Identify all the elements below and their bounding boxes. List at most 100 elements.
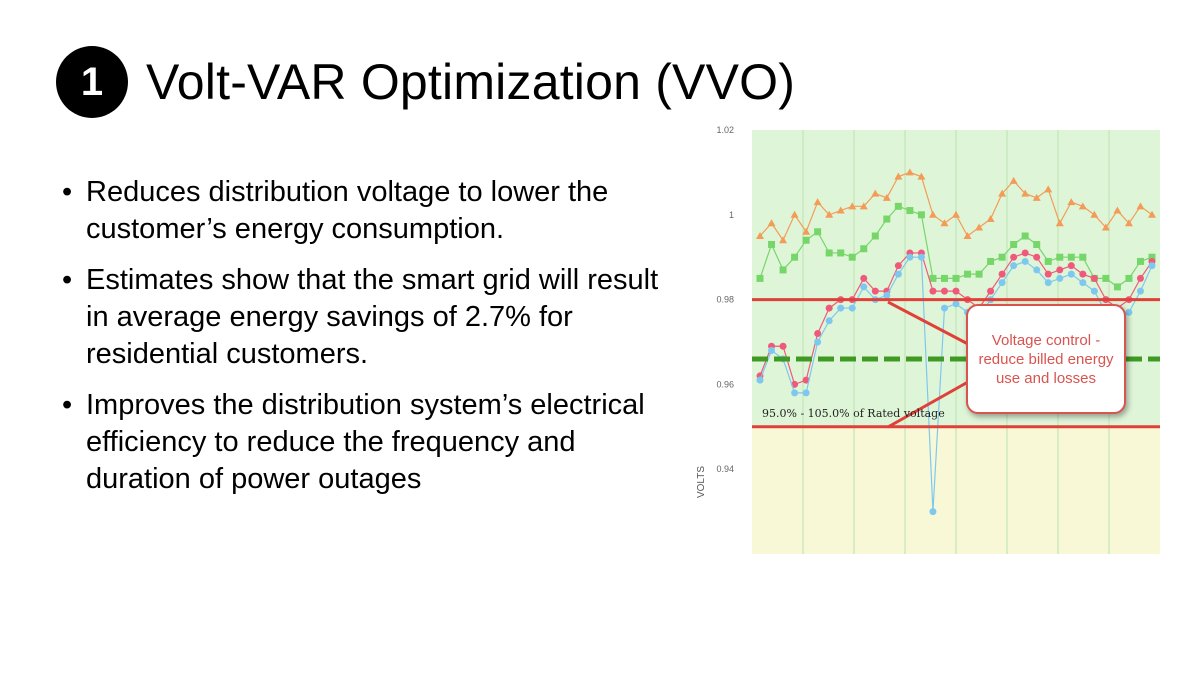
data-point (1125, 274, 1133, 282)
data-point (906, 207, 914, 215)
data-point (987, 257, 995, 265)
data-point (986, 215, 995, 223)
data-point (825, 304, 833, 312)
data-point (825, 317, 833, 325)
data-point (952, 287, 960, 295)
slide-number-badge: 1 (56, 46, 128, 118)
data-point (814, 338, 822, 346)
data-point (871, 189, 880, 197)
data-point (928, 210, 937, 218)
data-point (779, 236, 788, 244)
data-point (814, 228, 822, 236)
title-row: 1 Volt-VAR Optimization (VVO) (56, 46, 795, 118)
data-point (894, 172, 903, 180)
y-tick-label: 0.96 (716, 379, 734, 389)
data-point (975, 223, 984, 231)
bullet-dot: • (62, 264, 73, 296)
data-point (1033, 266, 1041, 274)
data-point (1044, 270, 1052, 278)
data-point (1056, 253, 1064, 261)
data-point (1102, 274, 1110, 282)
data-point (756, 274, 764, 282)
data-point (837, 249, 845, 257)
data-point (779, 266, 787, 274)
data-point (1113, 206, 1122, 214)
data-point (836, 206, 845, 214)
data-point (975, 270, 983, 278)
data-point (998, 253, 1006, 261)
data-point (1032, 193, 1041, 201)
data-point (1079, 253, 1087, 261)
data-point (1033, 253, 1041, 261)
data-point (1078, 202, 1087, 210)
data-point (998, 270, 1006, 278)
callout-box: Voltage control - reduce billed energy u… (966, 304, 1126, 414)
data-point (1010, 262, 1018, 270)
data-point (768, 346, 776, 354)
data-point (1079, 270, 1087, 278)
data-point (767, 219, 776, 227)
data-point (871, 232, 879, 240)
bullet-text: Estimates show that the smart grid will … (86, 264, 659, 370)
data-point (1021, 189, 1030, 197)
data-point (940, 304, 948, 312)
data-point (848, 202, 857, 210)
data-point (1044, 185, 1053, 193)
data-point (883, 291, 891, 299)
data-point (1101, 223, 1110, 231)
bullet-list: • Reduces distribution voltage to lower t… (62, 174, 682, 512)
data-point (894, 262, 902, 270)
data-point (1067, 262, 1075, 270)
data-point (1021, 249, 1029, 257)
data-point (952, 274, 960, 282)
data-point (1148, 210, 1156, 218)
bullet-dot: • (62, 176, 73, 208)
data-point (859, 202, 868, 210)
data-point (1090, 274, 1098, 282)
data-point (813, 198, 822, 206)
data-point (802, 227, 811, 235)
y-axis-label: VOLTS (696, 466, 707, 498)
data-point (1010, 253, 1018, 261)
data-point (1010, 240, 1018, 248)
data-point (779, 342, 787, 350)
bullet-text: Improves the distribution system’s elect… (86, 389, 645, 495)
data-point (894, 270, 902, 278)
data-point (1148, 262, 1156, 270)
data-point (998, 189, 1007, 197)
data-point (952, 300, 960, 308)
data-point (963, 232, 972, 239)
data-point (791, 389, 799, 397)
data-point (929, 508, 937, 516)
data-point (768, 240, 776, 248)
data-point (882, 193, 891, 201)
data-point (860, 245, 868, 253)
data-point (905, 168, 914, 176)
data-point (802, 376, 810, 384)
data-point (1136, 274, 1144, 282)
data-point (860, 274, 868, 282)
data-point (1044, 279, 1052, 287)
data-point (791, 253, 799, 261)
data-point (940, 274, 948, 282)
data-point (929, 287, 937, 295)
callout-pointer (887, 300, 969, 346)
data-point (1009, 176, 1018, 184)
data-point (1136, 287, 1144, 295)
data-point (871, 287, 879, 295)
threshold-label: 95.0% - 105.0% of Rated voltage (762, 407, 945, 420)
data-point (825, 210, 834, 218)
data-point (756, 376, 764, 384)
data-point (987, 287, 995, 295)
bullet-text: Reduces distribution voltage to lower th… (86, 176, 609, 245)
data-point (1090, 210, 1099, 218)
data-point (848, 304, 856, 312)
data-point (1113, 283, 1121, 291)
data-point (802, 236, 810, 244)
data-point (1067, 198, 1076, 206)
data-point (1125, 308, 1133, 316)
data-point (1136, 202, 1145, 210)
data-point (1056, 274, 1064, 282)
data-point (1056, 266, 1064, 274)
data-point (756, 232, 764, 239)
